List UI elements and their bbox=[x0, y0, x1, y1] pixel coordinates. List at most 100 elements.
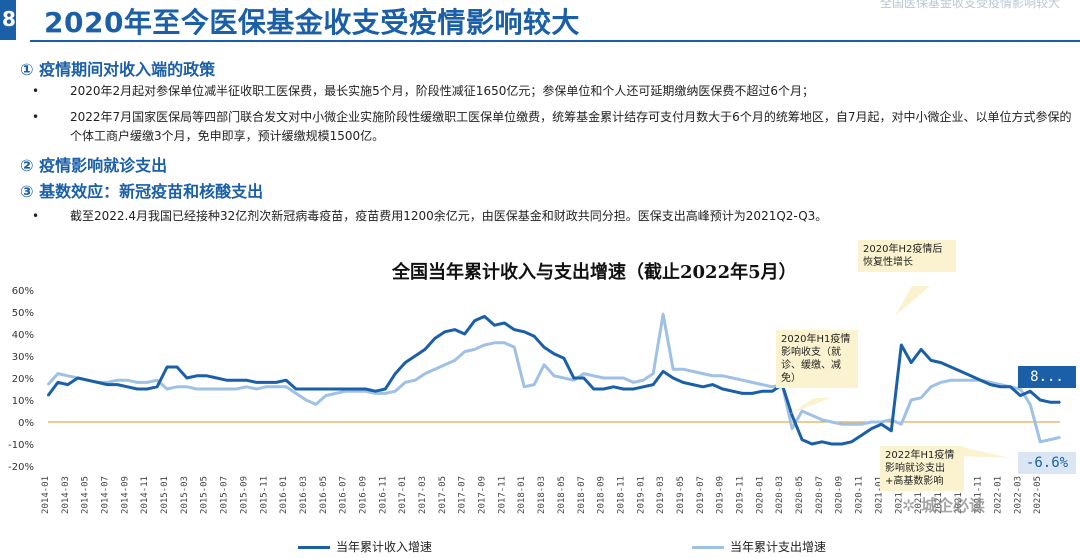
expense-data-point bbox=[325, 394, 327, 397]
expense-data-point bbox=[67, 375, 69, 377]
income-data-point bbox=[295, 388, 297, 390]
income-data-point bbox=[632, 388, 635, 390]
income-data-point bbox=[354, 388, 357, 390]
income-data-point bbox=[711, 383, 714, 386]
income-data-point bbox=[176, 366, 178, 368]
income-data-point bbox=[1039, 399, 1041, 401]
expense-data-point bbox=[960, 379, 962, 381]
bullet-item: • 截至2022.4月我国已经接种32亿剂次新冠病毒疫苗，疫苗费用1200余亿元… bbox=[32, 207, 1072, 226]
x-tick-label: 2017-03 bbox=[418, 476, 428, 514]
expense-data-point bbox=[285, 386, 287, 388]
expense-data-point bbox=[245, 386, 248, 388]
income-data-point bbox=[196, 375, 198, 377]
expense-data-point bbox=[702, 372, 704, 375]
income-data-point bbox=[1019, 394, 1022, 397]
income-data-point bbox=[126, 386, 129, 388]
header-tag: 全国医保基金收支受疫情影响较大 bbox=[879, 0, 1060, 10]
expense-data-point bbox=[463, 350, 466, 353]
expense-data-point bbox=[573, 379, 575, 381]
x-tick-label: 2015-09 bbox=[239, 476, 249, 514]
x-tick-label: 2021-09 bbox=[954, 476, 964, 514]
income-data-point bbox=[771, 390, 774, 392]
x-tick-label: 2018-03 bbox=[537, 476, 547, 514]
legend-income-label: 当年累计收入增速 bbox=[336, 540, 433, 554]
x-tick-label: 2021-01 bbox=[874, 476, 884, 514]
income-data-point bbox=[751, 392, 754, 395]
expense-data-point bbox=[860, 423, 863, 425]
x-tick-label: 2016-01 bbox=[279, 476, 289, 514]
expense-data-point bbox=[791, 427, 793, 430]
income-data-point bbox=[136, 388, 139, 390]
income-data-point bbox=[235, 379, 238, 381]
income-data-point bbox=[840, 443, 843, 445]
expense-data-point bbox=[950, 379, 952, 381]
income-data-point bbox=[642, 386, 645, 388]
expense-data-point bbox=[523, 386, 525, 388]
y-tick-label: 0% bbox=[18, 418, 34, 429]
expense-data-point bbox=[344, 390, 347, 392]
expense-data-point bbox=[692, 370, 694, 373]
expense-data-point bbox=[394, 390, 397, 392]
income-series-line bbox=[46, 314, 1060, 446]
income-data-point bbox=[533, 335, 535, 337]
x-tick-label: 2021-03 bbox=[894, 476, 904, 514]
x-tick-label: 2015-05 bbox=[200, 476, 210, 514]
income-data-point bbox=[979, 379, 982, 381]
expense-last-value-badge: -6.6% bbox=[1018, 452, 1076, 474]
expense-data-point bbox=[364, 390, 367, 392]
x-tick-label: 2022-05 bbox=[1033, 476, 1043, 514]
x-tick-label: 2015-11 bbox=[259, 476, 269, 514]
expense-data-point bbox=[940, 381, 942, 384]
income-data-point bbox=[721, 388, 724, 390]
expense-data-point bbox=[751, 381, 754, 384]
income-data-point bbox=[900, 344, 903, 346]
income-data-point bbox=[166, 366, 168, 368]
expense-data-point bbox=[969, 379, 972, 381]
x-tick-label: 2018-09 bbox=[597, 476, 607, 514]
x-tick-label: 2019-11 bbox=[736, 476, 746, 514]
x-tick-label: 2014-05 bbox=[81, 476, 91, 514]
expense-data-point bbox=[999, 383, 1002, 386]
income-data-point bbox=[374, 390, 377, 392]
title-divider bbox=[30, 40, 1080, 42]
income-data-point bbox=[473, 320, 476, 322]
x-tick-label: 2021-07 bbox=[934, 476, 944, 514]
expense-data-point bbox=[354, 390, 357, 392]
watermark-logo: ✲ 城企必读 bbox=[902, 496, 985, 515]
income-data-point bbox=[424, 348, 426, 351]
income-data-point bbox=[523, 331, 525, 333]
expense-data-point bbox=[553, 375, 555, 377]
expense-data-point bbox=[563, 377, 565, 379]
income-data-point bbox=[344, 388, 347, 390]
bullet-dot: • bbox=[32, 110, 40, 124]
income-data-point bbox=[543, 346, 545, 348]
x-tick-label: 2014-11 bbox=[140, 476, 150, 514]
expense-data-point bbox=[414, 379, 416, 381]
growth-line-chart: 60% 50% 40% 30% 20% 10% 0% -10% -20% 2014-01 2014-… bbox=[8, 286, 1061, 514]
expense-data-point bbox=[503, 342, 506, 344]
income-data-point bbox=[96, 381, 99, 384]
income-data-point bbox=[404, 361, 407, 364]
x-tick-label: 2017-05 bbox=[438, 476, 448, 514]
income-data-point bbox=[741, 392, 744, 395]
income-data-point bbox=[1029, 390, 1031, 392]
x-tick-label: 2017-09 bbox=[478, 476, 488, 514]
x-tick-label: 2017-07 bbox=[458, 476, 468, 514]
x-tick-label: 2020-07 bbox=[815, 476, 825, 514]
callout-2022-h1-pointer bbox=[958, 446, 1010, 458]
income-data-point bbox=[682, 381, 684, 384]
callout-2020-h2-pointer bbox=[895, 286, 930, 316]
expense-data-point bbox=[850, 423, 853, 425]
expense-data-point bbox=[384, 392, 387, 395]
expense-data-point bbox=[513, 346, 516, 348]
income-data-point bbox=[1049, 401, 1051, 403]
legend-expense-swatch bbox=[692, 546, 724, 549]
x-tick-label: 2020-11 bbox=[855, 476, 865, 514]
income-data-point bbox=[483, 315, 486, 318]
x-tick-label: 2017-11 bbox=[497, 476, 507, 514]
section-heading-income-policy: ① 疫情期间对收入端的政策 bbox=[20, 60, 216, 79]
expense-data-point bbox=[831, 421, 833, 423]
x-tick-label: 2019-03 bbox=[656, 476, 666, 514]
x-tick-label: 2019-01 bbox=[636, 476, 646, 514]
expense-data-point bbox=[801, 410, 803, 412]
